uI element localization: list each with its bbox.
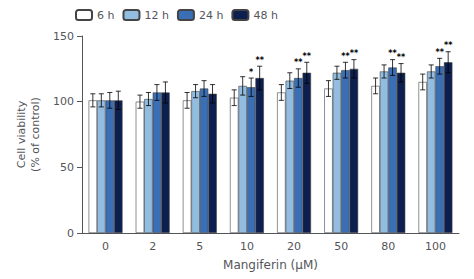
- svg-text:**: **: [397, 53, 406, 62]
- svg-text:24 h: 24 h: [199, 9, 223, 22]
- svg-text:10: 10: [240, 240, 254, 253]
- svg-text:100: 100: [425, 240, 446, 253]
- svg-text:50: 50: [60, 161, 74, 174]
- svg-text:20: 20: [287, 240, 301, 253]
- svg-text:100: 100: [53, 95, 74, 108]
- svg-text:Cell viability: Cell viability: [15, 100, 28, 168]
- svg-text:0: 0: [102, 240, 109, 253]
- svg-text:6 h: 6 h: [97, 9, 114, 22]
- svg-text:5: 5: [196, 240, 203, 253]
- svg-text:12 h: 12 h: [144, 9, 168, 22]
- svg-text:**: **: [444, 41, 453, 50]
- svg-text:Mangiferin (μM): Mangiferin (μM): [223, 258, 318, 272]
- svg-text:*: *: [249, 68, 254, 77]
- svg-text:50: 50: [334, 240, 348, 253]
- svg-text:**: **: [350, 49, 359, 58]
- svg-text:48 h: 48 h: [253, 9, 277, 22]
- svg-text:**: **: [303, 52, 312, 61]
- svg-text:150: 150: [53, 30, 74, 43]
- svg-text:(% of control): (% of control): [29, 97, 42, 172]
- svg-text:**: **: [255, 56, 264, 65]
- svg-text:2: 2: [149, 240, 156, 253]
- svg-text:0: 0: [67, 227, 74, 240]
- svg-text:80: 80: [381, 240, 395, 253]
